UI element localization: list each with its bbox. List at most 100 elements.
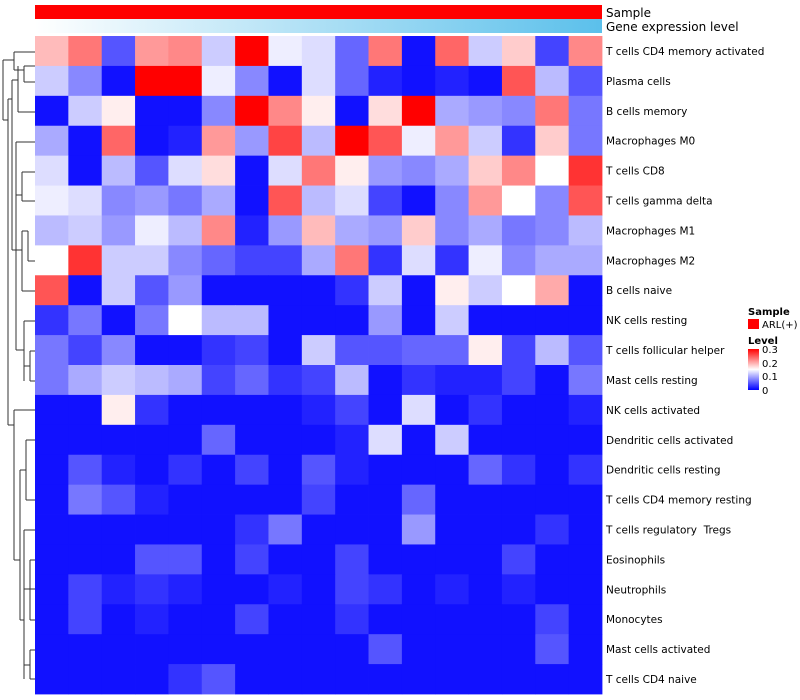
heatmap-cell: [368, 604, 403, 635]
heatmap-cell: [68, 365, 103, 396]
heatmap-cell: [501, 65, 536, 97]
heatmap-cell: [568, 36, 603, 67]
heatmap-cell: [101, 544, 136, 575]
heatmap-cell: [268, 664, 303, 695]
heatmap-cell: [435, 484, 469, 515]
row-label: T cells CD4 memory resting: [605, 495, 752, 507]
heatmap-cell: [135, 215, 169, 246]
heatmap-cell: [435, 514, 469, 545]
heatmap-cell: [535, 484, 570, 515]
heatmap-cell: [335, 36, 369, 67]
heatmap-cell: [401, 36, 436, 67]
heatmap-cell: [568, 484, 603, 515]
heatmap-cell: [235, 634, 269, 665]
heatmap-cell: [68, 574, 103, 605]
heatmap-cell: [68, 215, 103, 246]
heatmap-cell: [35, 394, 69, 426]
heatmap-cell: [235, 155, 269, 186]
heatmap-cell: [335, 305, 369, 336]
heatmap-cell: [335, 215, 369, 246]
heatmap-cell: [368, 215, 403, 246]
heatmap-cell: [401, 365, 436, 396]
heatmap-cell: [335, 424, 369, 456]
heatmap-cell: [301, 155, 336, 186]
heatmap-cell: [68, 514, 103, 545]
heatmap-cell: [268, 245, 303, 276]
heatmap-cell: [201, 335, 236, 366]
heatmap-cell: [101, 245, 136, 276]
heatmap-cell: [568, 215, 603, 246]
heatmap-cell: [435, 424, 469, 456]
heatmap-cell: [68, 335, 103, 366]
heatmap-cell: [101, 275, 136, 306]
heatmap-cell: [335, 454, 369, 486]
heatmap-cell: [168, 275, 203, 306]
heatmap-cell: [501, 424, 536, 456]
heatmap-cell: [501, 514, 536, 545]
heatmap-cell: [301, 484, 336, 515]
heatmap-cell: [435, 275, 469, 306]
heatmap-cell: [468, 155, 503, 186]
heatmap-cell: [101, 65, 136, 97]
heatmap-cell: [235, 424, 269, 456]
heatmap-cell: [201, 275, 236, 306]
heatmap-cell: [335, 125, 369, 157]
heatmap-cell: [68, 305, 103, 336]
heatmap-cell: [168, 335, 203, 366]
heatmap-cell: [568, 185, 603, 216]
heatmap-cell: [368, 65, 403, 97]
heatmap-cell: [101, 95, 136, 127]
heatmap-cell: [568, 544, 603, 575]
heatmap-cell: [201, 365, 236, 396]
heatmap-cell: [568, 664, 603, 695]
heatmap-cell: [435, 125, 469, 157]
heatmap-cell: [135, 664, 169, 695]
heatmap-cell: [168, 664, 203, 695]
heatmap-cell: [68, 95, 103, 127]
heatmap-cell: [235, 365, 269, 396]
heatmap-cell: [435, 215, 469, 246]
heatmap-cell: [101, 36, 136, 67]
heatmap-cell: [135, 65, 169, 97]
heatmap-cell: [301, 36, 336, 67]
expression-annotation-label: Gene expression level: [606, 20, 739, 34]
row-label: T cells gamma delta: [605, 196, 713, 208]
heatmap-cell: [35, 185, 69, 216]
heatmap-cell: [201, 514, 236, 545]
heatmap-cell: [201, 155, 236, 186]
heatmap-cell: [435, 245, 469, 276]
heatmap-cell: [168, 574, 203, 605]
heatmap-cell: [335, 574, 369, 605]
heatmap-cell: [35, 275, 69, 306]
heatmap-cell: [235, 514, 269, 545]
heatmap-cell: [368, 574, 403, 605]
heatmap-cell: [101, 365, 136, 396]
legend: Sample ARL(+) Level 0.3 0.2 0.1 0: [748, 307, 798, 397]
heatmap-cell: [35, 215, 69, 246]
heatmap-cell: [235, 335, 269, 366]
heatmap-cell: [368, 484, 403, 515]
heatmap-cell: [168, 245, 203, 276]
heatmap-cell: [535, 335, 570, 366]
heatmap-cell: [401, 215, 436, 246]
heatmap-cell: [268, 305, 303, 336]
heatmap-cell: [135, 95, 169, 127]
heatmap-cell: [268, 424, 303, 456]
heatmap-cell: [468, 514, 503, 545]
heatmap-cell: [235, 95, 269, 127]
heatmap-cell: [368, 664, 403, 695]
heatmap-cell: [301, 305, 336, 336]
heatmap-cell: [168, 544, 203, 575]
heatmap-cell: [568, 514, 603, 545]
heatmap-cell: [68, 484, 103, 515]
heatmap-cell: [201, 454, 236, 486]
heatmap-cell: [301, 95, 336, 127]
legend-level-tick: 0.3: [762, 345, 778, 356]
heatmap-cell: [335, 155, 369, 186]
row-label: B cells memory: [606, 106, 687, 118]
heatmap-cell: [501, 335, 536, 366]
heatmap-cell: [401, 484, 436, 515]
heatmap-cell: [401, 95, 436, 127]
heatmap-cell: [268, 394, 303, 426]
heatmap-cell: [301, 335, 336, 366]
